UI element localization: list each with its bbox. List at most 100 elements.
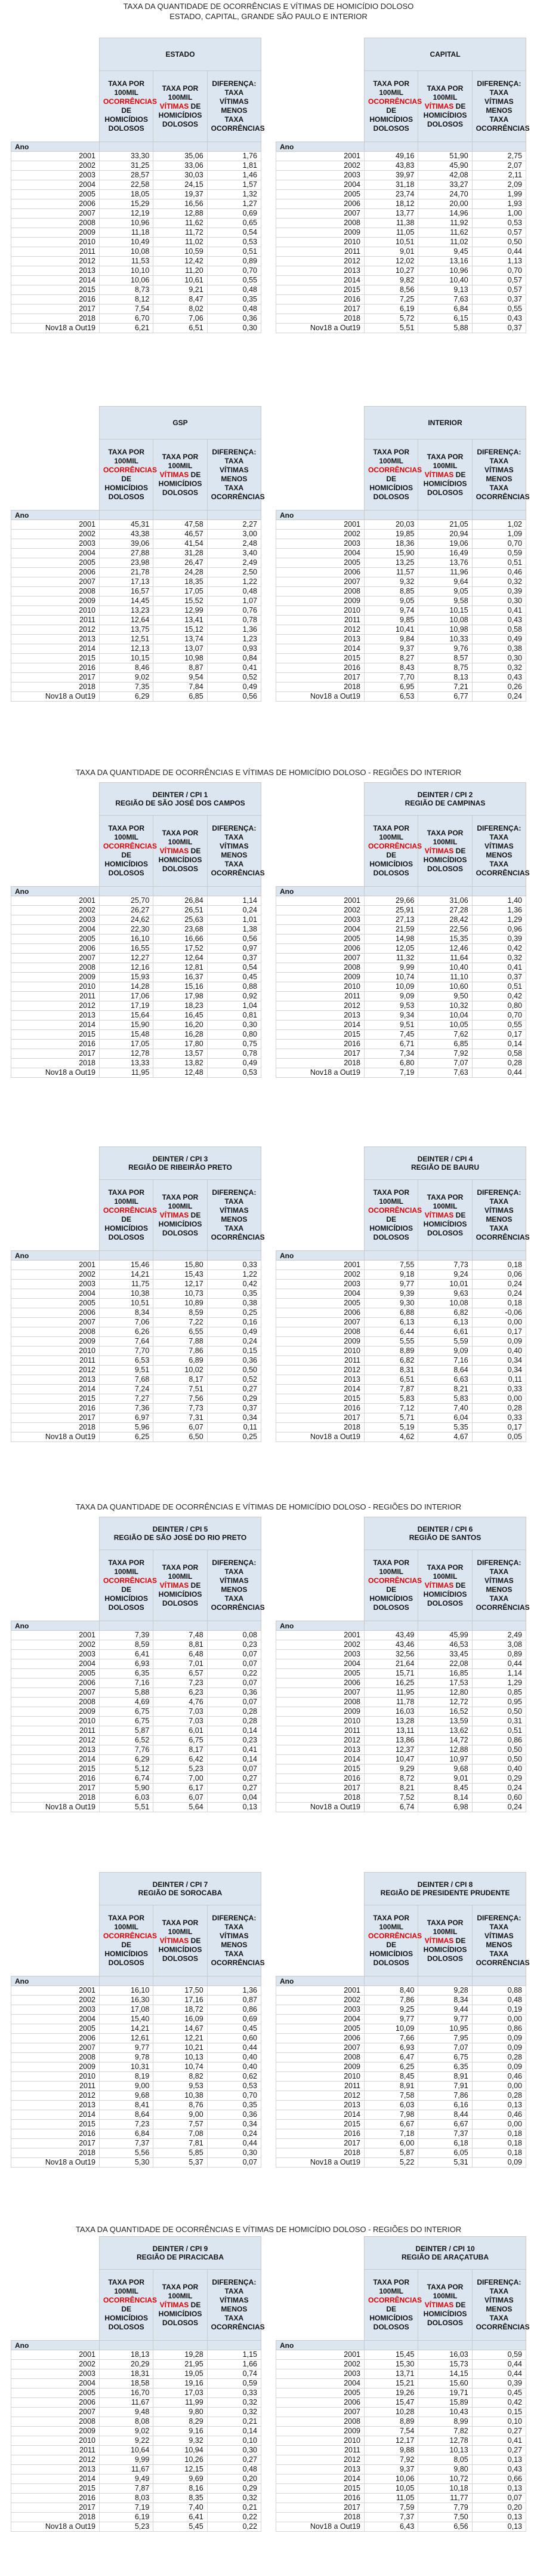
- year-cell: 2014: [11, 2110, 100, 2120]
- vitimas-cell: 6,89: [153, 1355, 208, 1366]
- ocorrencias-cell: 5,22: [363, 2157, 419, 2168]
- table-row: 2007 6,93 7,07 0,09: [276, 2043, 527, 2053]
- ocorrencias-cell: 8,21: [363, 1783, 419, 1793]
- table-row: 2008 8,85 9,05 0,39: [276, 586, 527, 597]
- diferenca-cell: 0,89: [471, 1649, 527, 1659]
- vitimas-cell: 9,68: [418, 1764, 473, 1774]
- ocorrencias-cell: 7,39: [98, 1630, 154, 1640]
- year-cell: 2009: [11, 2062, 100, 2072]
- table-row: Nov18 a Out19 6,74 6,98 0,24: [276, 1802, 527, 1812]
- ocorrencias-cell: 6,80: [363, 1058, 419, 1068]
- table-row: 2012 10,41 10,98 0,58: [276, 625, 527, 635]
- year-cell: 2005: [276, 558, 365, 568]
- diferenca-cell: 0,34: [471, 1365, 527, 1375]
- vitimas-cell: 33,45: [418, 1649, 473, 1659]
- table-row: 2013 11,67 12,15 0,48: [11, 2464, 262, 2474]
- ocorrencias-cell: 4,62: [363, 1432, 419, 1442]
- vitimas-cell: 16,20: [153, 1020, 208, 1030]
- table-row: 2015 9,29 9,68 0,40: [276, 1764, 527, 1774]
- year-cell: Nov18 a Out19: [11, 1432, 100, 1442]
- vitimas-cell: 6,55: [153, 1327, 208, 1337]
- ocorrencias-cell: 45,31: [98, 519, 154, 530]
- vitimas-cell: 12,88: [418, 1745, 473, 1755]
- year-cell: 2005: [276, 934, 365, 944]
- vitimas-cell: 16,28: [153, 1029, 208, 1040]
- vitimas-cell: 8,82: [153, 2071, 208, 2082]
- col-header-vitimas: TAXA POR 100MIL VÍTIMAS DE HOMICÍDIOS DO…: [153, 1550, 208, 1621]
- year-cell: 2018: [11, 313, 100, 324]
- year-cell: Nov18 a Out19: [11, 1068, 100, 1078]
- diferenca-cell: 1,14: [471, 1668, 527, 1679]
- year-cell: 2003: [11, 539, 100, 549]
- year-cell: 2004: [276, 548, 365, 558]
- ocorrencias-cell: 25,91: [363, 905, 419, 915]
- diferenca-cell: 0,07: [471, 2493, 527, 2503]
- table-row: 2007 12,27 12,64 0,37: [11, 953, 262, 963]
- vitimas-cell: 22,56: [418, 924, 473, 935]
- diferenca-cell: 0,34: [206, 1413, 262, 1423]
- year-cell: 2010: [276, 2436, 365, 2446]
- diferenca-cell: 0,17: [471, 1029, 527, 1040]
- table-title: DEINTER / CPI 5 REGIÃO DE SÃO JOSÉ DO RIO…: [99, 1517, 261, 1550]
- year-cell: 2017: [11, 2503, 100, 2513]
- year-cell: 2017: [11, 1783, 100, 1793]
- diferenca-cell: 0,28: [206, 1707, 262, 1717]
- vitimas-cell: 9,13: [418, 285, 473, 295]
- diferenca-cell: 0,32: [206, 2397, 262, 2408]
- year-cell: Nov18 a Out19: [11, 1802, 100, 1812]
- ocorrencias-cell: 6,44: [363, 1327, 419, 1337]
- year-cell: Nov18 a Out19: [276, 1068, 365, 1078]
- vitimas-cell: 7,73: [418, 1260, 473, 1270]
- year-cell: 2013: [11, 2464, 100, 2474]
- vitimas-cell: 14,15: [418, 2369, 473, 2379]
- diferenca-cell: 0,20: [206, 2474, 262, 2484]
- table-row: 2018 7,35 7,84 0,49: [11, 682, 262, 692]
- table-row: 2002 43,38 46,57 3,00: [11, 529, 262, 539]
- ocorrencias-cell: 7,52: [363, 1793, 419, 1803]
- table-row: 2017 7,59 7,79 0,20: [276, 2503, 527, 2513]
- table-title-line: DEINTER / CPI 4: [417, 1155, 473, 1163]
- ocorrencias-cell: 5,72: [363, 313, 419, 324]
- year-cell: 2002: [276, 529, 365, 539]
- diferenca-cell: 0,27: [206, 2455, 262, 2465]
- ocorrencias-cell: 9,82: [363, 275, 419, 285]
- vitimas-cell: 6,56: [418, 2522, 473, 2532]
- diferenca-cell: 0,37: [471, 294, 527, 305]
- vitimas-cell: 8,17: [153, 1375, 208, 1385]
- year-cell: 2006: [11, 2397, 100, 2408]
- diferenca-cell: 0,75: [206, 1039, 262, 1049]
- ocorrencias-cell: 7,18: [363, 2129, 419, 2139]
- vitimas-cell: 20,94: [418, 529, 473, 539]
- table-row: 2010 13,23 12,99 0,76: [11, 605, 262, 616]
- vitimas-cell: 5,31: [418, 2157, 473, 2168]
- table-row: 2002 15,30 15,73 0,44: [276, 2359, 527, 2369]
- diferenca-cell: 0,32: [206, 2407, 262, 2417]
- diferenca-cell: 0,07: [206, 1697, 262, 1707]
- ocorrencias-cell: 15,47: [363, 2397, 419, 2408]
- table-row: 2014 10,47 10,97 0,50: [276, 1754, 527, 1765]
- table-row: 2008 16,57 17,05 0,48: [11, 586, 262, 597]
- year-cell: 2008: [276, 586, 365, 597]
- vitimas-cell: 9,01: [418, 1773, 473, 1784]
- diferenca-cell: 0,86: [206, 2005, 262, 2015]
- table-row: 2017 9,02 9,54 0,52: [11, 672, 262, 683]
- vitimas-cell: 9,76: [418, 644, 473, 654]
- diferenca-cell: 0,00: [471, 1317, 527, 1327]
- vitimas-cell: 12,48: [153, 1068, 208, 1078]
- diferenca-cell: 1,36: [206, 625, 262, 635]
- ocorrencias-cell: 7,87: [98, 2483, 154, 2494]
- ocorrencias-cell: 7,19: [98, 2503, 154, 2513]
- year-cell: 2007: [276, 953, 365, 963]
- table-row: 2012 12,02 13,16 1,13: [276, 256, 527, 266]
- vitimas-cell: 6,16: [418, 2100, 473, 2110]
- ocorrencias-cell: 9,34: [363, 1010, 419, 1020]
- table-row: 2001 7,39 7,48 0,08: [11, 1630, 262, 1640]
- year-cell: 2008: [11, 586, 100, 597]
- vitimas-cell: 17,05: [153, 586, 208, 597]
- diferenca-cell: 3,40: [206, 548, 262, 558]
- ocorrencias-cell: 16,55: [98, 943, 154, 954]
- vitimas-cell: 8,16: [153, 2483, 208, 2494]
- year-cell: 2015: [276, 1764, 365, 1774]
- vitimas-cell: 45,99: [418, 1630, 473, 1640]
- table-row: 2005 16,10 16,66 0,56: [11, 934, 262, 944]
